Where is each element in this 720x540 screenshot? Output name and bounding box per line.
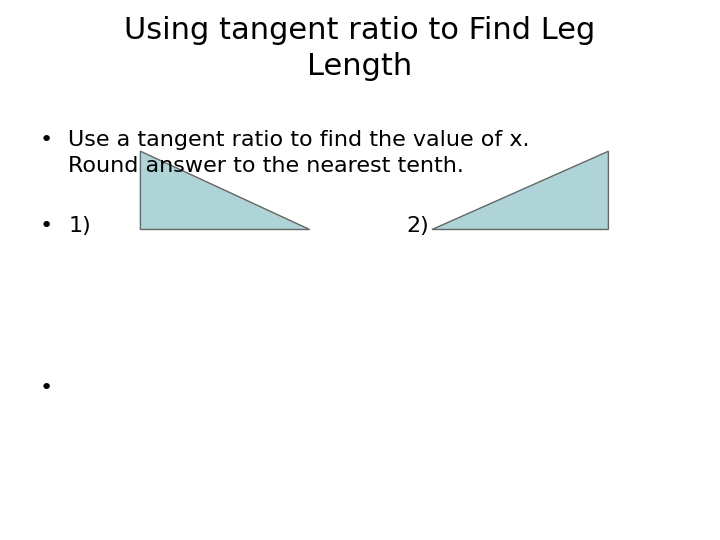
Polygon shape xyxy=(140,151,310,230)
Text: Using tangent ratio to Find Leg
Length: Using tangent ratio to Find Leg Length xyxy=(125,16,595,81)
Text: •: • xyxy=(40,216,53,236)
Text: •: • xyxy=(40,130,53,150)
Text: 2): 2) xyxy=(407,216,430,236)
Text: 1): 1) xyxy=(68,216,91,236)
Text: Use a tangent ratio to find the value of x.
Round answer to the nearest tenth.: Use a tangent ratio to find the value of… xyxy=(68,130,530,176)
Polygon shape xyxy=(432,151,608,230)
Text: •: • xyxy=(40,378,53,398)
